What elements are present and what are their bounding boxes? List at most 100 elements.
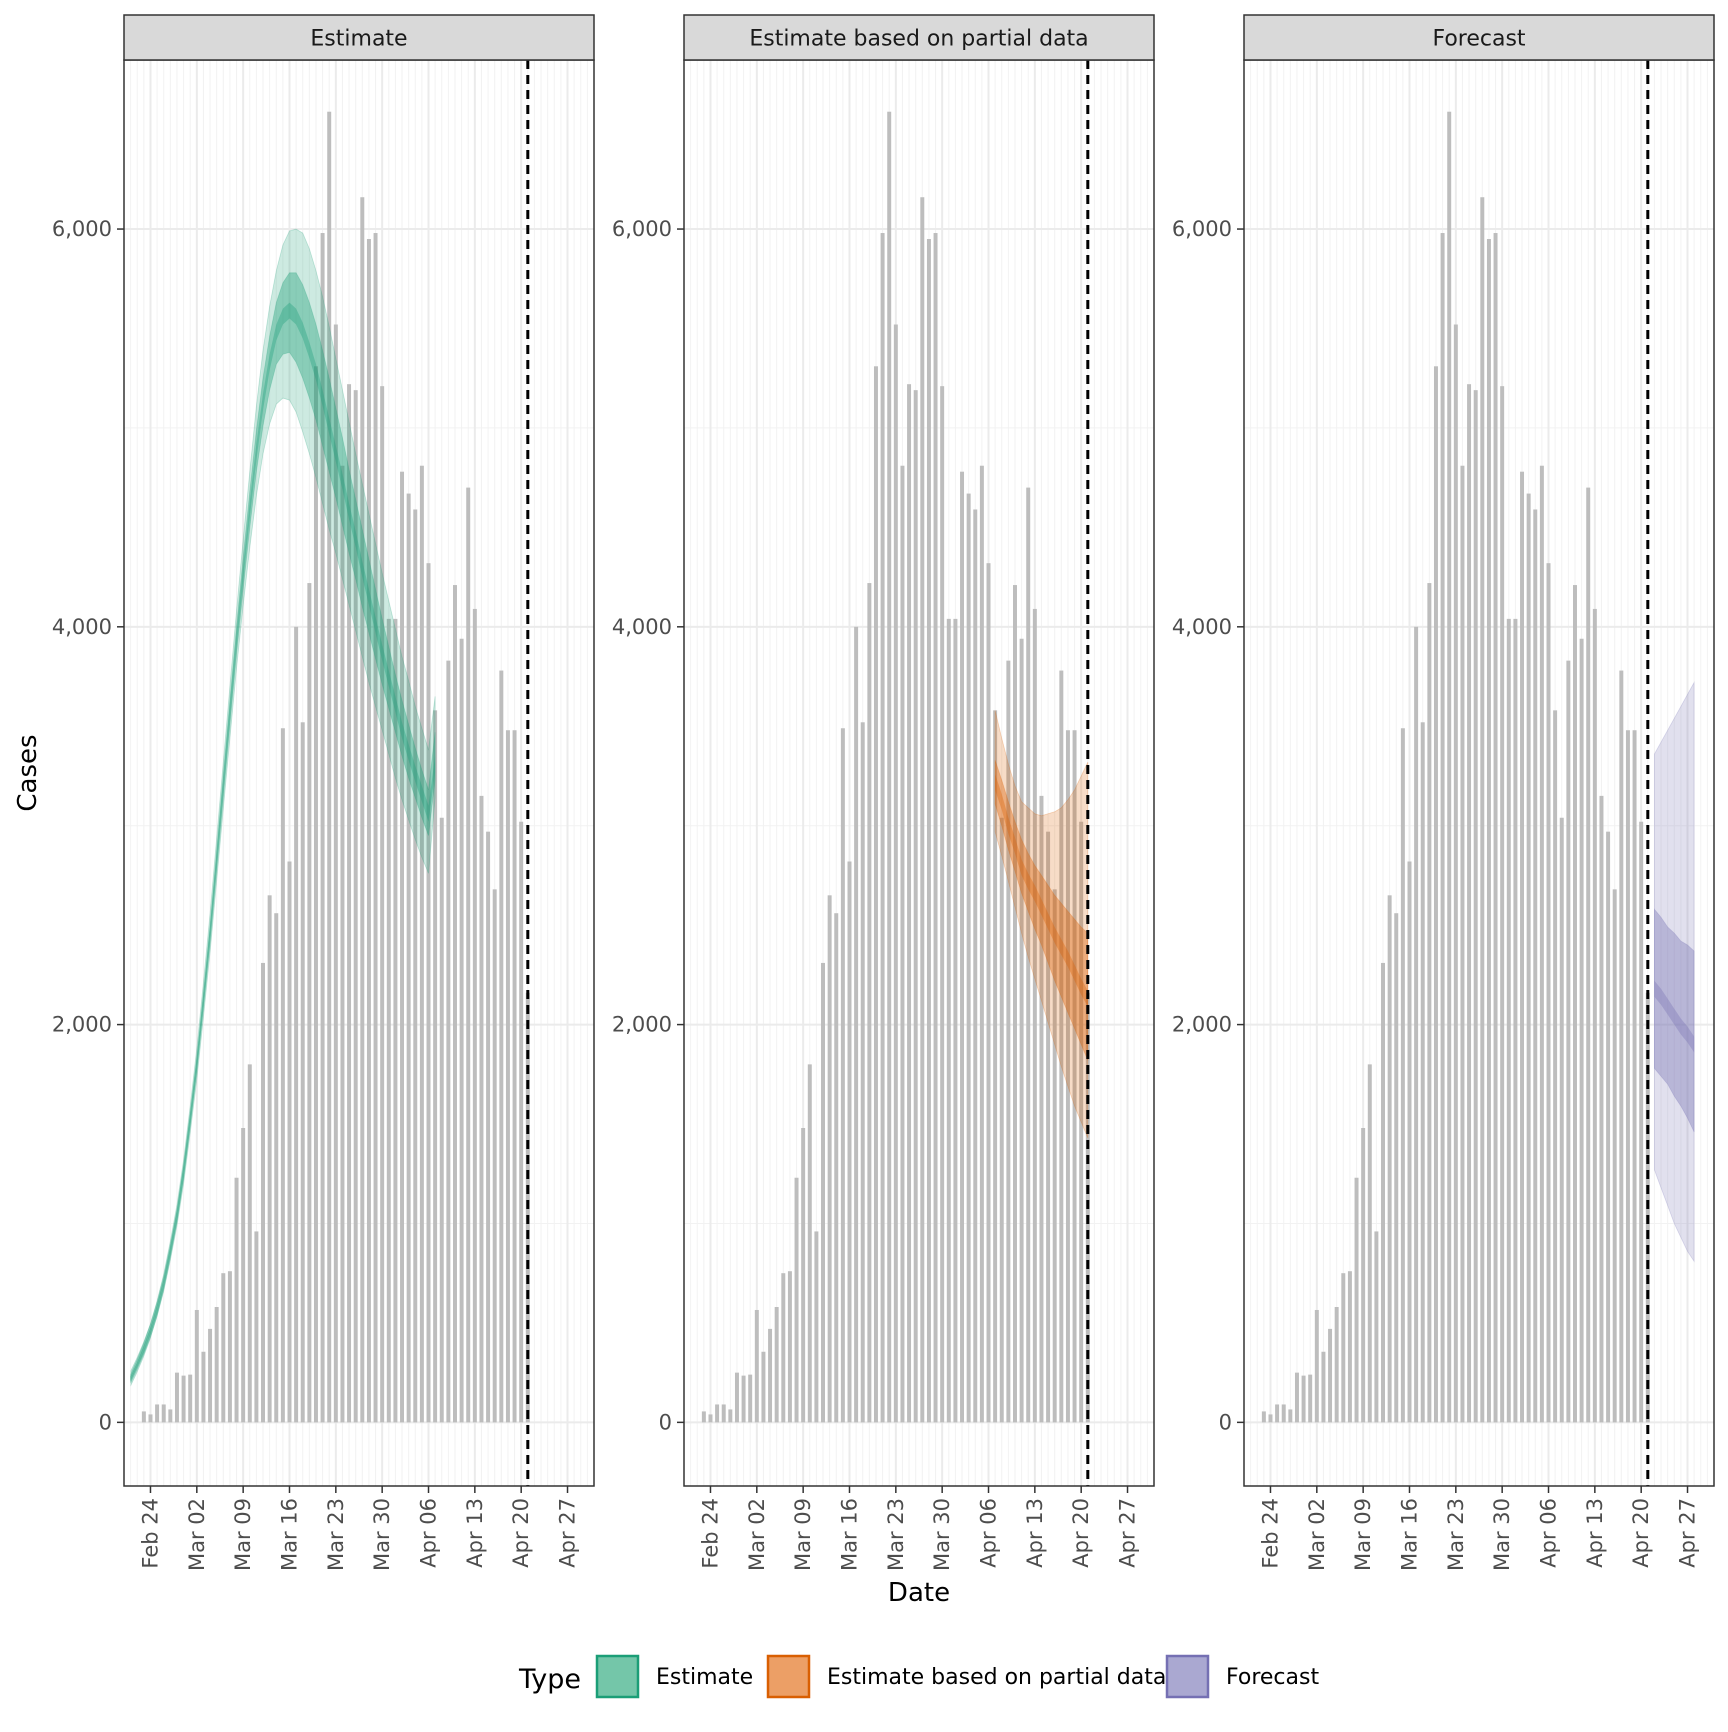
case-bar [380, 386, 385, 1423]
case-bar [827, 895, 832, 1423]
x-tick-label: Mar 30 [370, 1498, 394, 1571]
x-tick-label: Mar 23 [324, 1498, 348, 1571]
case-bar [393, 618, 398, 1423]
case-bar [900, 465, 905, 1423]
case-bar [1539, 465, 1544, 1423]
case-bar [1566, 660, 1571, 1423]
x-tick-label: Apr 13 [1583, 1498, 1607, 1568]
case-bar [715, 1404, 720, 1423]
case-bar [1301, 1375, 1306, 1423]
case-bar [1480, 197, 1485, 1423]
facet-strip [683, 14, 1155, 61]
case-bar [386, 618, 391, 1423]
facet-strip [1243, 14, 1715, 61]
case-bar [161, 1404, 166, 1423]
case-bar [1052, 889, 1057, 1423]
case-bar [267, 895, 272, 1423]
case-bar [188, 1374, 193, 1423]
x-tick-label: Apr 27 [1116, 1498, 1140, 1568]
case-bar [1321, 1351, 1326, 1423]
case-bar [453, 585, 457, 1423]
x-tick-label: Apr 27 [1676, 1498, 1700, 1568]
case-bar [1407, 861, 1412, 1423]
panel-1: Estimate 0 2,000 4,000 6,000 Feb 24 Mar 02 Mar … [52, 14, 595, 1571]
case-bar [1065, 730, 1070, 1423]
x-tick-label: Apr 20 [1629, 1498, 1653, 1568]
case-bar [499, 670, 504, 1423]
facet-strip-label: Estimate based on partial data [749, 27, 1088, 52]
case-bar [893, 324, 898, 1423]
case-bar [333, 324, 338, 1423]
case-bar [1559, 817, 1564, 1423]
case-bar [519, 821, 524, 1423]
case-bar [1473, 390, 1478, 1423]
case-bar [261, 962, 265, 1423]
case-bar [1059, 670, 1064, 1423]
case-bar [761, 1351, 766, 1423]
case-bar [1639, 821, 1644, 1423]
case-bar [1347, 1271, 1352, 1423]
case-bar [840, 728, 845, 1423]
y-tick-label: 2,000 [52, 1013, 112, 1037]
case-bar [300, 722, 305, 1423]
case-bar [472, 608, 477, 1423]
case-bar [1308, 1374, 1313, 1423]
case-bar [1625, 730, 1630, 1423]
y-tick-label: 0 [659, 1410, 672, 1434]
case-bar [873, 366, 878, 1423]
x-tick-label: Apr 20 [1069, 1498, 1093, 1568]
case-bar [241, 1128, 246, 1423]
y-tick-label: 2,000 [1172, 1013, 1232, 1037]
x-tick-label: Mar 23 [1444, 1498, 1468, 1571]
legend-key [595, 1654, 640, 1699]
case-bar [1354, 1177, 1359, 1423]
case-bar [966, 493, 971, 1423]
x-tick-label: Mar 30 [1490, 1498, 1514, 1571]
x-tick-label: Mar 16 [277, 1498, 301, 1571]
case-bar [1374, 1231, 1379, 1423]
x-axis-title: Date [888, 1578, 950, 1608]
case-bar [986, 563, 991, 1423]
y-tick-label: 0 [99, 1410, 112, 1434]
panel-3: Forecast 0 2,000 4,000 6,000 Feb 24 Mar 02 Mar … [1172, 14, 1715, 1571]
panel-background [1244, 60, 1714, 1486]
case-bar [1573, 585, 1577, 1423]
case-bar [1619, 670, 1624, 1423]
case-bar [1026, 487, 1031, 1423]
case-bar [748, 1374, 753, 1423]
case-bar [953, 618, 958, 1423]
case-bar [920, 197, 925, 1423]
case-bar [860, 722, 865, 1423]
y-tick-label: 0 [1219, 1410, 1232, 1434]
case-bar [280, 728, 285, 1423]
case-bar [307, 583, 312, 1423]
case-bar [734, 1372, 739, 1423]
case-bar [1032, 608, 1037, 1423]
case-bar [867, 583, 872, 1423]
case-bar [1328, 1328, 1333, 1423]
case-bar [933, 233, 938, 1423]
case-bar [1592, 608, 1597, 1423]
x-tick-label: Mar 02 [185, 1498, 209, 1571]
case-bar [413, 509, 418, 1423]
ribbon-ci90 [994, 710, 1089, 1139]
case-bar [801, 1128, 806, 1423]
case-bar [366, 238, 371, 1423]
case-bar [887, 111, 892, 1423]
case-bar [854, 626, 859, 1423]
case-bar [1586, 487, 1591, 1423]
x-tick-label: Mar 02 [1305, 1498, 1329, 1571]
y-tick-label: 2,000 [612, 1013, 672, 1037]
case-bar [1599, 795, 1604, 1423]
case-bar [247, 1064, 252, 1423]
case-bar [1606, 831, 1611, 1423]
legend-label: Forecast [1226, 1665, 1319, 1690]
x-tick-label: Mar 23 [884, 1498, 908, 1571]
case-bar [1013, 585, 1017, 1423]
case-bar [439, 817, 444, 1423]
case-bar [1079, 821, 1084, 1423]
case-bar [1493, 233, 1498, 1423]
case-bar [466, 487, 471, 1423]
case-bar [794, 1177, 799, 1423]
